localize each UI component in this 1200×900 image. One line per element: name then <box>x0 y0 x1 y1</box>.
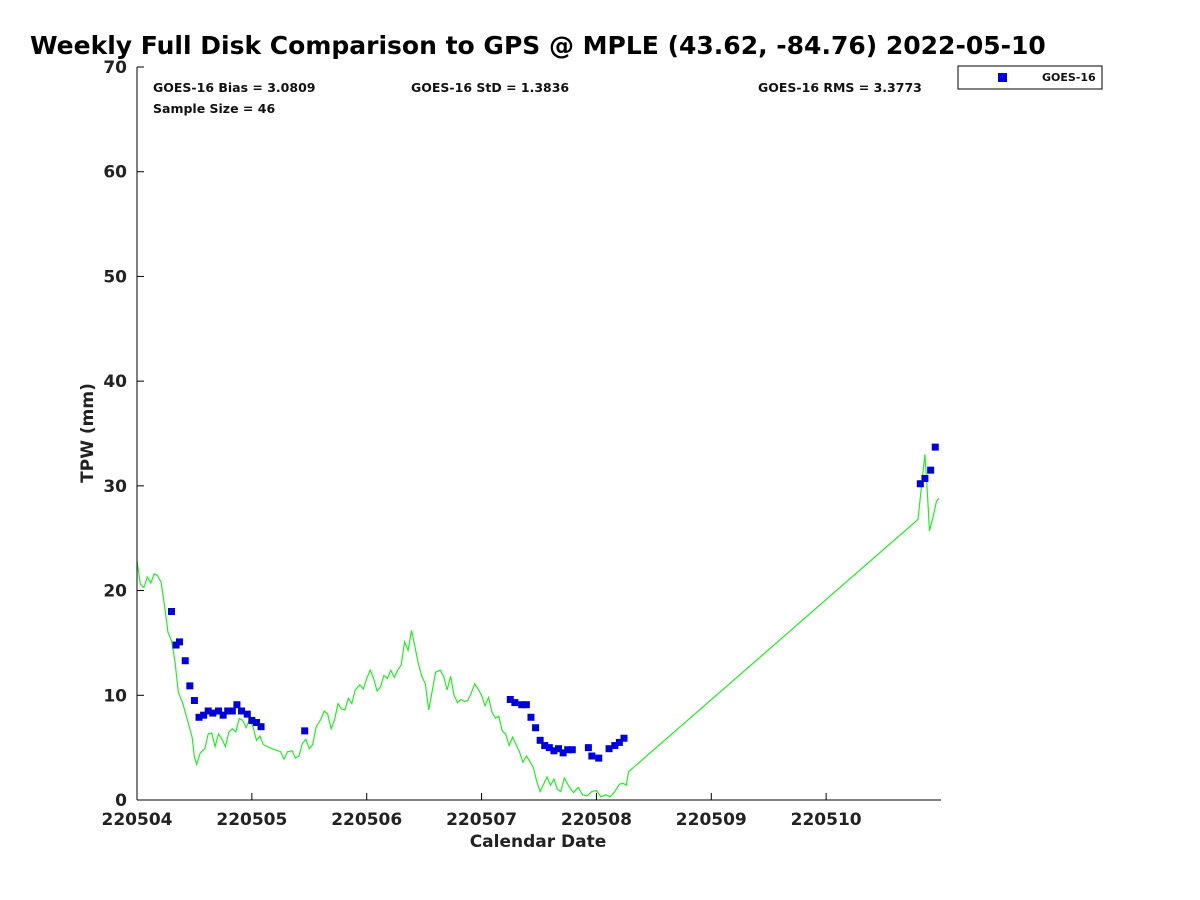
goes-data-point <box>175 638 183 646</box>
x-axis-label: Calendar Date <box>470 832 607 852</box>
gps-series-layer <box>136 454 940 798</box>
goes-data-point <box>532 724 540 732</box>
goes-data-point <box>167 608 175 616</box>
y-tick-label: 10 <box>103 686 127 706</box>
gps-series-line <box>136 454 940 798</box>
goes-data-point <box>588 752 596 760</box>
goes-data-point <box>568 746 576 754</box>
goes-data-point <box>518 701 526 709</box>
y-tick-label: 0 <box>115 791 127 811</box>
goes-data-point <box>204 707 212 715</box>
goes-data-point <box>506 695 514 703</box>
goes-data-point <box>550 747 558 755</box>
x-tick-label: 220510 <box>791 810 862 830</box>
goes-data-point <box>615 738 623 746</box>
goes-data-point <box>555 745 563 753</box>
goes-data-point <box>228 707 236 715</box>
goes-data-point <box>927 466 935 474</box>
chart-title: Weekly Full Disk Comparison to GPS @ MPL… <box>30 31 1046 60</box>
y-axis-label: TPW (mm) <box>78 383 98 483</box>
y-tick-label: 40 <box>103 372 127 392</box>
goes-data-point <box>522 701 530 709</box>
goes-data-point <box>219 711 227 719</box>
plot-area: 220504 220505 220506 220507 220508 220509 2205… <box>102 58 941 830</box>
goes-data-point <box>233 701 241 709</box>
goes-data-point <box>243 710 251 718</box>
goes-data-point <box>248 716 256 724</box>
y-axis-ticks: 0 10 20 30 40 50 60 70 <box>103 58 144 811</box>
goes-data-point <box>595 754 603 762</box>
goes-data-point <box>605 745 613 753</box>
goes-data-point <box>215 707 223 715</box>
goes-data-point <box>190 697 198 705</box>
goes-data-point <box>921 475 929 483</box>
goes-data-point <box>238 707 246 715</box>
sample-size-stat: Sample Size = 46 <box>153 101 275 116</box>
goes-data-point <box>559 749 567 757</box>
goes-data-point <box>931 443 939 451</box>
x-tick-label: 220509 <box>676 810 747 830</box>
x-tick-label: 220507 <box>446 810 517 830</box>
y-tick-label: 60 <box>103 163 127 183</box>
x-tick-label: 220504 <box>102 810 173 830</box>
goes-data-point <box>536 736 544 744</box>
legend-label-goes: GOES-16 <box>1042 71 1096 84</box>
goes-series-layer <box>167 443 939 762</box>
goes-data-point <box>611 742 619 750</box>
goes-data-point <box>301 727 309 735</box>
y-tick-label: 70 <box>103 58 127 78</box>
goes-data-point <box>195 713 203 721</box>
goes-data-point <box>224 707 232 715</box>
x-tick-label: 220508 <box>561 810 632 830</box>
goes-data-point <box>527 713 535 721</box>
goes-data-point <box>545 744 553 752</box>
y-tick-label: 30 <box>103 477 127 497</box>
legend: GOES-16 <box>957 65 1103 90</box>
x-tick-label: 220505 <box>216 810 287 830</box>
legend-marker-goes <box>998 73 1007 82</box>
goes-data-point <box>916 480 924 488</box>
goes-data-point <box>200 711 208 719</box>
std-stat: GOES-16 StD = 1.3836 <box>411 80 569 95</box>
rms-stat: GOES-16 RMS = 3.3773 <box>758 80 922 95</box>
goes-data-point <box>541 742 549 750</box>
y-tick-label: 50 <box>103 267 127 287</box>
goes-data-point <box>181 657 189 665</box>
x-axis-ticks: 220504 220505 220506 220507 220508 220509 2205… <box>102 793 862 830</box>
goes-data-point <box>511 699 519 707</box>
y-tick-label: 20 <box>103 582 127 602</box>
goes-data-point <box>257 723 265 731</box>
bias-stat: GOES-16 Bias = 3.0809 <box>153 80 315 95</box>
x-tick-label: 220506 <box>331 810 402 830</box>
goes-data-point <box>584 744 592 752</box>
goes-data-point <box>186 682 194 690</box>
goes-data-point <box>620 734 628 742</box>
goes-data-point <box>252 719 260 727</box>
legend-box <box>957 65 1103 90</box>
goes-data-point <box>209 709 217 717</box>
goes-data-point <box>564 746 572 754</box>
